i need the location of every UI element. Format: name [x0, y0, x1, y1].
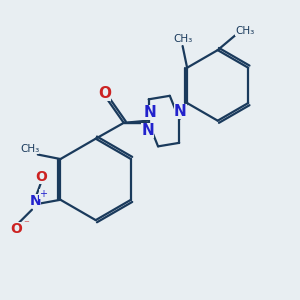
Text: ⁻: ⁻ [24, 220, 29, 230]
Text: +: + [39, 189, 47, 199]
Text: N: N [30, 194, 41, 208]
Text: N: N [143, 105, 156, 120]
Text: O: O [10, 222, 22, 236]
Text: N: N [141, 123, 154, 138]
Text: O: O [98, 86, 111, 101]
Text: CH₃: CH₃ [20, 144, 39, 154]
Text: CH₃: CH₃ [235, 26, 254, 36]
Text: O: O [35, 170, 47, 184]
Text: N: N [174, 104, 187, 119]
Text: CH₃: CH₃ [173, 34, 192, 44]
